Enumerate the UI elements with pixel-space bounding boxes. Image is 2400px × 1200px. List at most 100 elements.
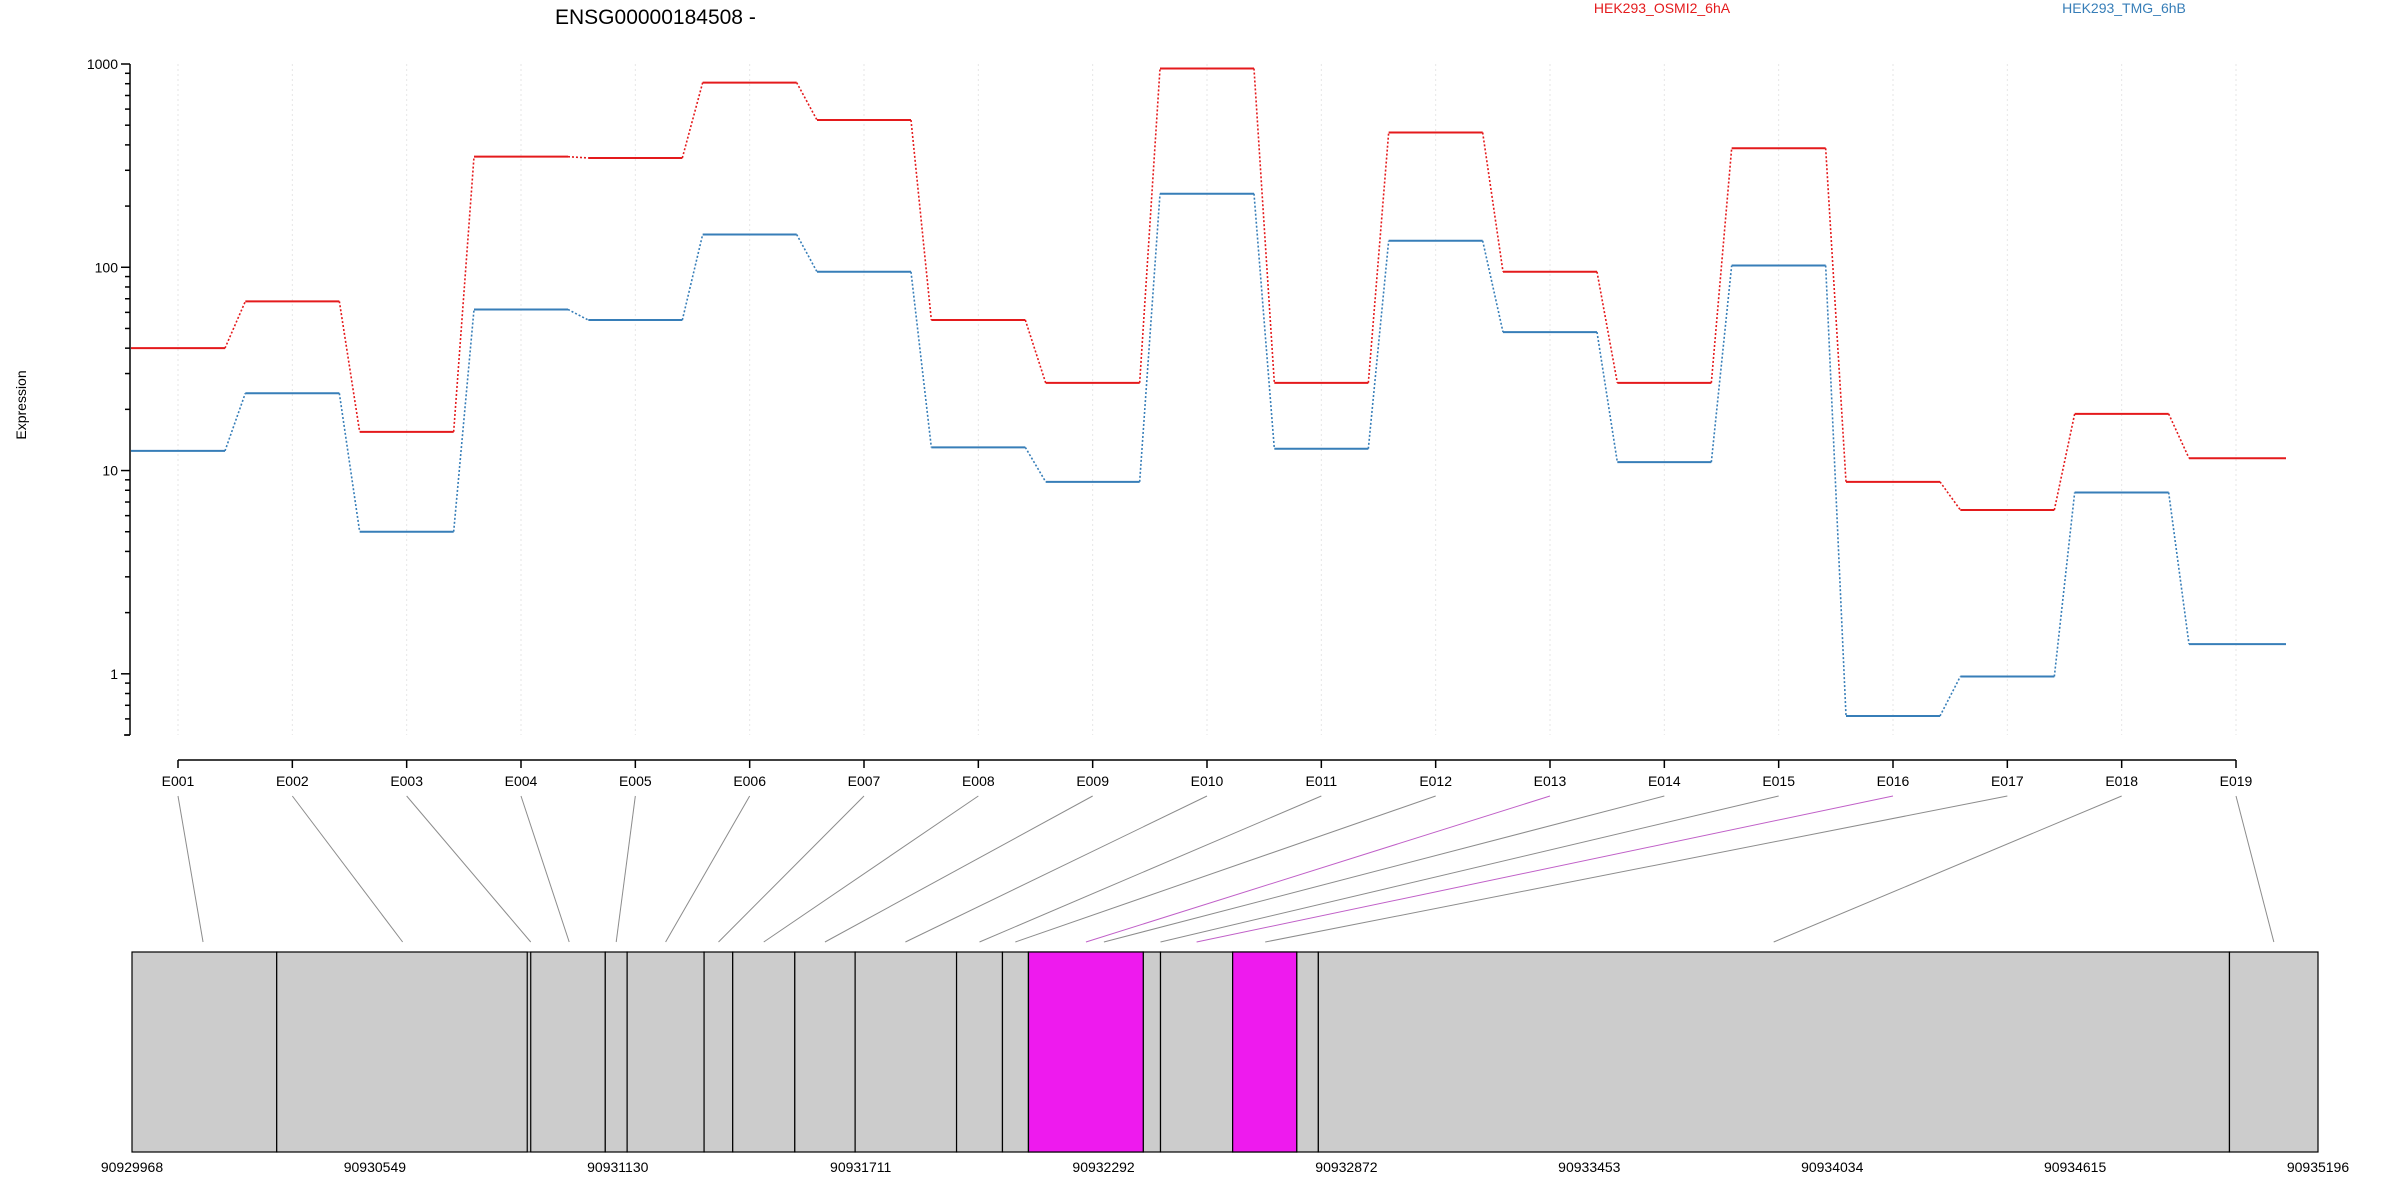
coordinate-label: 90930549 — [344, 1159, 407, 1175]
series-1-transition — [1596, 271, 1619, 384]
connector-E016 — [1196, 795, 1894, 943]
series-1-transition — [2053, 413, 2076, 511]
connector-E017 — [1265, 795, 2008, 943]
series-2-transition — [567, 308, 589, 321]
exon-block — [794, 951, 856, 1153]
connector-E006 — [665, 795, 751, 943]
connector-E014 — [1103, 795, 1665, 943]
series-1-transition — [795, 82, 818, 121]
connector-E005 — [615, 795, 636, 943]
series-2-transition — [1939, 676, 1962, 717]
connector-E010 — [905, 795, 1208, 943]
exon-block — [955, 951, 1004, 1153]
series-2-transition — [910, 271, 933, 448]
series-2 — [131, 192, 2286, 718]
chart-title: ENSG00000184508 - — [555, 6, 756, 29]
exon-block — [2228, 951, 2319, 1153]
series-1-transition — [1481, 132, 1504, 272]
coordinate-label: 90933453 — [1558, 1159, 1621, 1175]
connector-E007 — [718, 795, 865, 943]
y-axis: 1 10 100 1000 — [87, 56, 131, 736]
series-1-transition — [2167, 413, 2190, 459]
series-2-transition — [2167, 492, 2190, 645]
x-tick-label-E015: E015 — [1762, 773, 1795, 789]
exon-block — [703, 951, 734, 1153]
series-1-transition — [1138, 68, 1161, 383]
series-1 — [131, 67, 2286, 511]
y-tick-label: 100 — [95, 259, 119, 275]
exon-block — [1001, 951, 1030, 1153]
x-tick-label-E018: E018 — [2105, 773, 2138, 789]
series-2-transition — [1481, 240, 1504, 333]
x-tick-label-E003: E003 — [390, 773, 423, 789]
exon-block — [276, 951, 528, 1153]
connector-E012 — [1015, 795, 1436, 943]
x-tick-label-E014: E014 — [1648, 773, 1681, 789]
y-tick-label: 10 — [102, 463, 118, 479]
x-tick-label-E006: E006 — [733, 773, 766, 789]
exon-block — [1159, 951, 1234, 1153]
coordinate-label: 90934615 — [2044, 1159, 2107, 1175]
gridlines — [177, 64, 2237, 735]
exon-connector-lines — [177, 795, 2275, 943]
coordinate-label: 90931130 — [587, 1159, 648, 1175]
connector-E019 — [2235, 795, 2275, 943]
exon-block — [1142, 951, 1162, 1153]
coordinate-label: 90931711 — [830, 1159, 891, 1175]
series-2-transition — [1253, 193, 1276, 449]
y-tick-label: 1 — [110, 666, 118, 682]
x-tick-label-E001: E001 — [162, 773, 195, 789]
x-tick-label-E004: E004 — [505, 773, 538, 789]
exon-block — [530, 951, 606, 1153]
connector-E011 — [979, 795, 1322, 943]
exon-block — [1317, 951, 2231, 1153]
series-2-transition — [452, 309, 475, 532]
x-tick-label-E012: E012 — [1419, 773, 1452, 789]
legend-entry-1: HEK293_OSMI2_6hA — [1594, 0, 1731, 16]
legend-entry-2: HEK293_TMG_6hB — [2062, 0, 2186, 16]
x-tick-label-E019: E019 — [2220, 773, 2253, 789]
coordinate-label: 90935196 — [2287, 1159, 2350, 1175]
series-2-transition — [1710, 265, 1733, 463]
y-tick-label: 1000 — [87, 56, 118, 72]
connector-E002 — [291, 795, 404, 943]
series-2-transition — [795, 234, 818, 273]
coordinate-label: 90932292 — [1072, 1159, 1135, 1175]
x-axis: E001 E002 E003 E004 E005 E006 E007 E008 E009 E010… — [162, 759, 2253, 789]
series-1-transition — [1253, 68, 1276, 383]
gene-model-track — [131, 951, 2319, 1153]
series-1-transition — [910, 119, 933, 321]
series-1-transition — [681, 82, 704, 159]
connector-E013 — [1085, 795, 1551, 943]
x-tick-label-E009: E009 — [1076, 773, 1109, 789]
x-tick-label-E005: E005 — [619, 773, 652, 789]
series-1-transition — [224, 300, 247, 349]
series-2-transition — [1824, 265, 1847, 717]
coordinate-label: 90929968 — [101, 1159, 164, 1175]
exon-block — [604, 951, 628, 1153]
exon-block — [732, 951, 796, 1153]
connector-E009 — [824, 795, 1093, 943]
highlighted-exon-E013 — [1027, 951, 1144, 1153]
series-2-transition — [1138, 193, 1161, 482]
series-1-transition — [1024, 319, 1047, 384]
series-2-transition — [1367, 240, 1390, 449]
x-tick-label-E011: E011 — [1305, 773, 1337, 789]
genomic-coordinate-axis: 90929968 90930549 90931130 90931711 90932292… — [101, 1159, 2350, 1175]
exon-block — [131, 951, 278, 1153]
connector-E008 — [763, 795, 979, 943]
x-tick-label-E007: E007 — [848, 773, 881, 789]
connector-E004 — [520, 795, 570, 943]
connector-E003 — [406, 795, 532, 943]
series-1-transition — [567, 155, 589, 159]
x-tick-label-E017: E017 — [1991, 773, 2024, 789]
series-2-transition — [681, 234, 704, 321]
series-1-transition — [452, 156, 475, 432]
x-tick-label-E013: E013 — [1534, 773, 1567, 789]
series-2-transition — [1024, 446, 1047, 483]
exon-block — [854, 951, 958, 1153]
series-1-transition — [1939, 481, 1961, 511]
series-lines — [131, 67, 2286, 718]
coordinate-label: 90934034 — [1801, 1159, 1864, 1175]
